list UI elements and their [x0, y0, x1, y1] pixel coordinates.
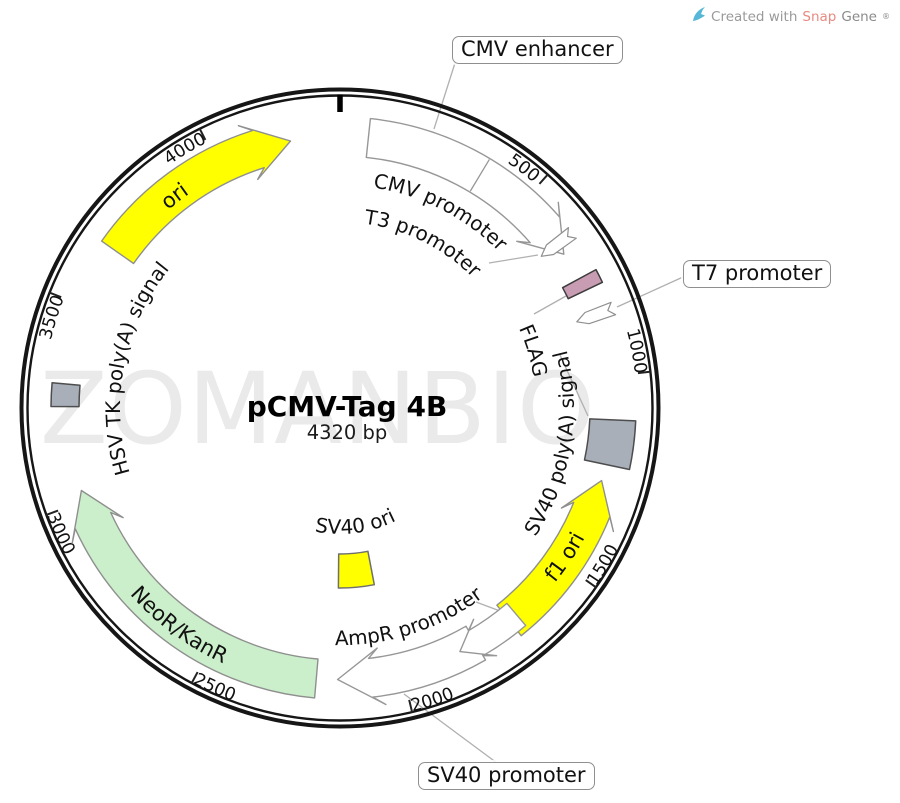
sv40-promoter-callout: SV40 promoter	[418, 762, 595, 790]
flag-tag-box	[561, 268, 604, 300]
leader-line-5	[559, 354, 589, 417]
plasmid-name: pCMV-Tag 4B	[246, 390, 448, 423]
plasmid-size: 4320 bp	[306, 421, 388, 444]
cmv-enhancer-cmv-promoter-arrow	[365, 117, 565, 255]
watermark: ZOMANBIO	[40, 352, 596, 467]
t3-promoter-glyph	[540, 227, 577, 257]
snapgene-icon	[691, 6, 706, 27]
sv40-ori-arc-label: SV40 ori	[314, 503, 399, 539]
snapgene-credit: Created with Snap Gene ®	[691, 6, 890, 27]
tick-label-1000: 1000	[622, 327, 650, 375]
plasmid-ring-outer	[19, 87, 661, 729]
plasmid-title-block: pCMV-Tag 4B 4320 bp	[247, 391, 448, 444]
hsv-tk-polya-signal-box	[50, 382, 81, 408]
credit-prefix: Created with	[711, 8, 798, 25]
credit-gene: Gene	[841, 8, 877, 25]
cmv-enhancer-callout: CMV enhancer	[452, 36, 623, 64]
ori-arrow	[100, 125, 292, 265]
neor-kanr-gene-arrow	[71, 489, 319, 699]
tick-2000	[408, 699, 414, 713]
f1-ori-arrow	[496, 479, 615, 637]
t7-promoter-callout: T7 promoter	[683, 260, 832, 288]
tick-500	[538, 173, 549, 185]
tick-3500	[48, 291, 62, 299]
leader-line-3	[533, 295, 567, 315]
tick-1500	[585, 579, 597, 589]
leader-line-0	[433, 62, 456, 130]
leader-line-4	[488, 254, 539, 264]
leader-line-6	[475, 601, 501, 612]
cmv-enhancer-cmv-promoter-arrow-divider	[469, 159, 490, 192]
tick-3000	[45, 509, 59, 516]
hsv-tk-polya-arc-label: HSV TK poly(A) signal	[101, 257, 173, 478]
leader-line-1	[616, 276, 684, 308]
leader-line-2	[403, 693, 498, 764]
sv40-polya-signal-box	[583, 418, 637, 471]
credit-snap: Snap	[802, 8, 837, 25]
tick-1000	[637, 370, 651, 375]
sv40-ori-box	[337, 550, 376, 589]
ampr-promoter-arrow	[459, 602, 527, 657]
flag-arc-label: FLAG	[514, 321, 552, 379]
t7-promoter-glyph	[576, 301, 617, 325]
tick-4000	[198, 127, 207, 141]
sv40-promoter-arrow	[336, 625, 487, 706]
credit-reg: ®	[882, 12, 890, 21]
tick-2500	[190, 671, 199, 684]
